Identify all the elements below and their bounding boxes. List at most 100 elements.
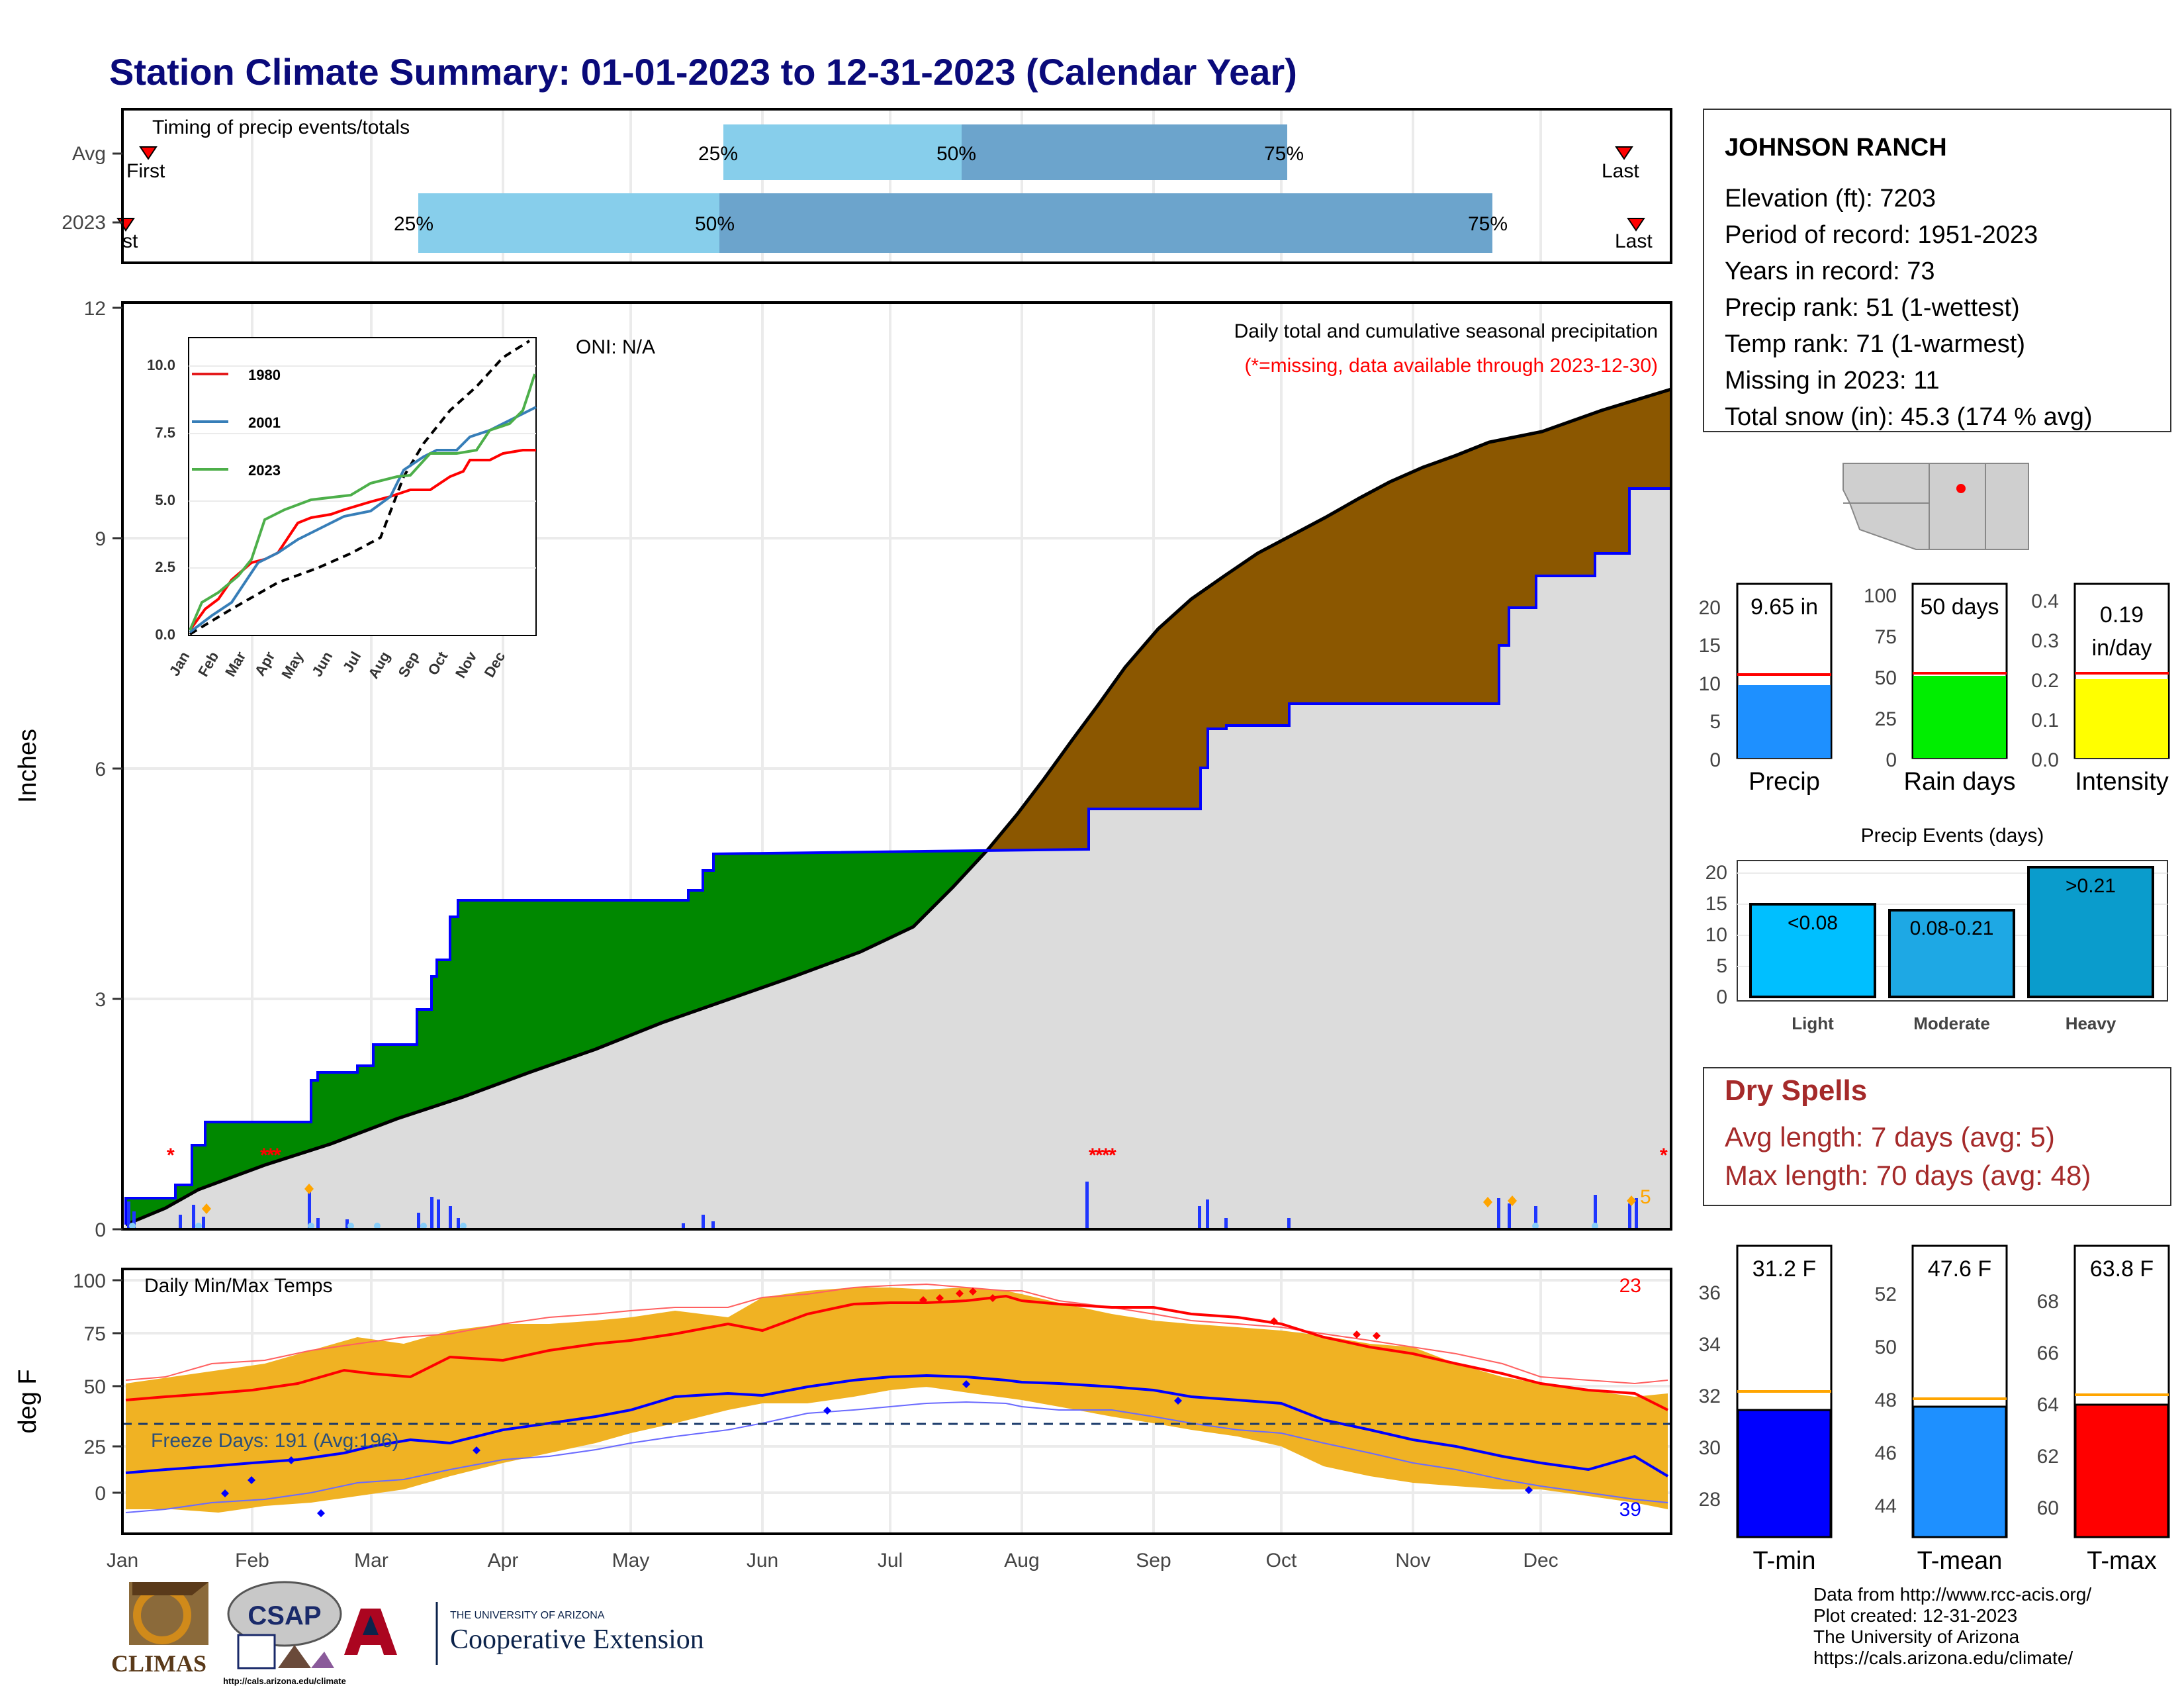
tmax-name: T-max (2087, 1547, 2157, 1575)
mini-precip-charts: 9.65 in 0 5 10 15 20 Precip 50 days 0 25… (1699, 583, 2170, 796)
intensity-tick-3: 0.3 (2031, 630, 2059, 652)
mini-intensity: 0.19 in/day 0.0 0.1 0.2 0.3 0.4 Intensit… (2031, 583, 2170, 796)
inset-tick-7.5: 7.5 (155, 424, 175, 441)
timing-avg-q50: 50% (936, 143, 976, 165)
tmin-tick-32: 32 (1699, 1385, 1721, 1407)
tmax-value: 63.8 F (2090, 1256, 2154, 1282)
trace-markers (129, 1223, 1598, 1229)
tmin-tick-36: 36 (1699, 1282, 1721, 1304)
dry-spells-box: Dry Spells Avg length: 7 days (avg: 5) M… (1703, 1067, 2171, 1206)
precip-deficit-area (988, 389, 1671, 849)
intensity-tick-1: 0.1 (2031, 710, 2059, 731)
timing-avg-last-marker (1615, 146, 1633, 160)
tmean-tick-52: 52 (1875, 1284, 1897, 1305)
mini-temp-charts: 31.2 F 28 30 32 34 36 T-min 47.6 F 44 46… (1699, 1244, 2170, 1575)
timing-avg-first-marker (139, 146, 158, 160)
timing-2023-last-marker (1627, 218, 1645, 232)
precip-amount-name: Precip (1749, 768, 1820, 796)
intensity-bar (2075, 679, 2168, 758)
intensity-tick-4: 0.4 (2031, 590, 2059, 612)
precip-y-axis: 0 3 6 9 12 (84, 298, 122, 1241)
temp-tick-50: 50 (84, 1376, 106, 1398)
rain-days-name: Rain days (1904, 768, 2016, 796)
station-years: Years in record: 73 (1725, 258, 1935, 285)
events-name-light: Light (1792, 1013, 1834, 1033)
station-precip-rank: Precip rank: 51 (1-wettest) (1725, 294, 2020, 322)
precip-events-chart: Precip Events (days) <0.08 0.08-0.21 >0.… (1706, 825, 2168, 1033)
mini-rain-days: 50 days 0 25 50 75 100 Rain days (1864, 583, 2016, 796)
tmean-value: 47.6 F (1928, 1256, 1991, 1282)
timing-avg-q25: 25% (698, 143, 738, 165)
station-snow: Total snow (in): 45.3 (174 % avg) (1725, 403, 2093, 431)
extreme-markers (221, 1288, 1533, 1517)
rain-tick-50: 50 (1875, 667, 1897, 689)
tmean-tick-50: 50 (1875, 1336, 1897, 1358)
svg-text:*: * (267, 1145, 275, 1166)
tmax-tick-62: 62 (2037, 1446, 2059, 1468)
timing-2023-last-label: Last (1615, 230, 1653, 252)
precip-tick-a0: 0 (1709, 749, 1721, 771)
station-temp-rank: Temp rank: 71 (1-warmest) (1725, 330, 2025, 358)
tmin-tick-28: 28 (1699, 1489, 1721, 1511)
inset-normal-line (189, 340, 531, 635)
events-tick-15: 15 (1706, 893, 1727, 915)
timing-2023-q25: 25% (394, 213, 433, 235)
events-tick-5: 5 (1716, 955, 1727, 977)
events-label-light: <0.08 (1788, 912, 1838, 934)
month-apr: Apr (488, 1550, 519, 1571)
timing-avg-first-label: First (126, 160, 165, 182)
events-tick-20: 20 (1706, 862, 1727, 884)
climas-logo: CLIMAS (111, 1582, 208, 1677)
precip-tick-a15: 15 (1699, 635, 1721, 657)
record-high-line (125, 1283, 1668, 1385)
precip-y-label: Inches (14, 729, 42, 803)
events-title: Precip Events (days) (1861, 825, 2044, 847)
month-may: May (612, 1550, 650, 1571)
precip-tick-9: 9 (95, 528, 106, 550)
intensity-value: 0.19 (2100, 602, 2144, 628)
tmax-tick-64: 64 (2037, 1394, 2059, 1416)
dry-spells-title: Dry Spells (1725, 1074, 1867, 1107)
month-aug: Aug (1004, 1550, 1039, 1571)
climas-text: CLIMAS (111, 1650, 206, 1677)
timing-avg-bar-early (723, 124, 962, 180)
events-bar-heavy (2027, 866, 2154, 998)
precip-amount-bar (1738, 685, 1831, 758)
svg-text:*: * (1660, 1145, 1668, 1166)
timing-avg-bar-late (962, 124, 1287, 180)
svg-text:*: * (167, 1145, 175, 1166)
svg-text:*: * (1095, 1145, 1103, 1166)
temp-y-axis: 0 25 50 75 100 (73, 1270, 122, 1505)
rain-tick-100: 100 (1864, 585, 1897, 607)
month-dec: Dec (1523, 1550, 1558, 1571)
station-location-dot (1956, 484, 1966, 493)
precip-inset: 0.0 2.5 5.0 7.5 10.0 Jan Feb Mar Apr May… (147, 337, 537, 682)
legend-2001: 2001 (248, 414, 281, 431)
intensity-tick-0: 0.0 (2031, 749, 2059, 771)
events-bar-moderate (1888, 909, 2015, 998)
dry-spells-max: Max length: 70 days (avg: 48) (1725, 1160, 2091, 1191)
precip-surplus-area (126, 849, 988, 1225)
precip-tick-a5: 5 (1709, 711, 1721, 733)
svg-text:*: * (1109, 1145, 1116, 1166)
events-label-moderate: 0.08-0.21 (1910, 917, 1994, 939)
tmin-value: 31.2 F (1752, 1256, 1816, 1282)
mini-tmin: 31.2 F 28 30 32 34 36 T-min (1699, 1244, 1833, 1575)
precip-tick-12: 12 (84, 298, 106, 320)
events-bar-light (1749, 903, 1876, 998)
tmean-tick-44: 44 (1875, 1495, 1897, 1517)
timing-2023-q75: 75% (1468, 213, 1508, 235)
tmean-tick-46: 46 (1875, 1442, 1897, 1464)
precip-2023-line (124, 487, 1671, 1225)
station-info-box: JOHNSON RANCH Elevation (ft): 7203 Perio… (1703, 109, 2171, 432)
timing-2023-bar-late (719, 193, 1492, 253)
mini-tmax: 63.8 F 60 62 64 66 68 T-max (2037, 1244, 2170, 1575)
intensity-tick-2: 0.2 (2031, 670, 2059, 692)
intensity-unit: in/day (2092, 635, 2152, 661)
temp-tick-0: 0 (95, 1483, 106, 1505)
station-elevation: Elevation (ft): 7203 (1725, 185, 1936, 212)
svg-text:*: * (273, 1145, 281, 1166)
tmax-tick-66: 66 (2037, 1342, 2059, 1364)
month-jan: Jan (107, 1550, 138, 1571)
rain-tick-0: 0 (1886, 749, 1897, 771)
